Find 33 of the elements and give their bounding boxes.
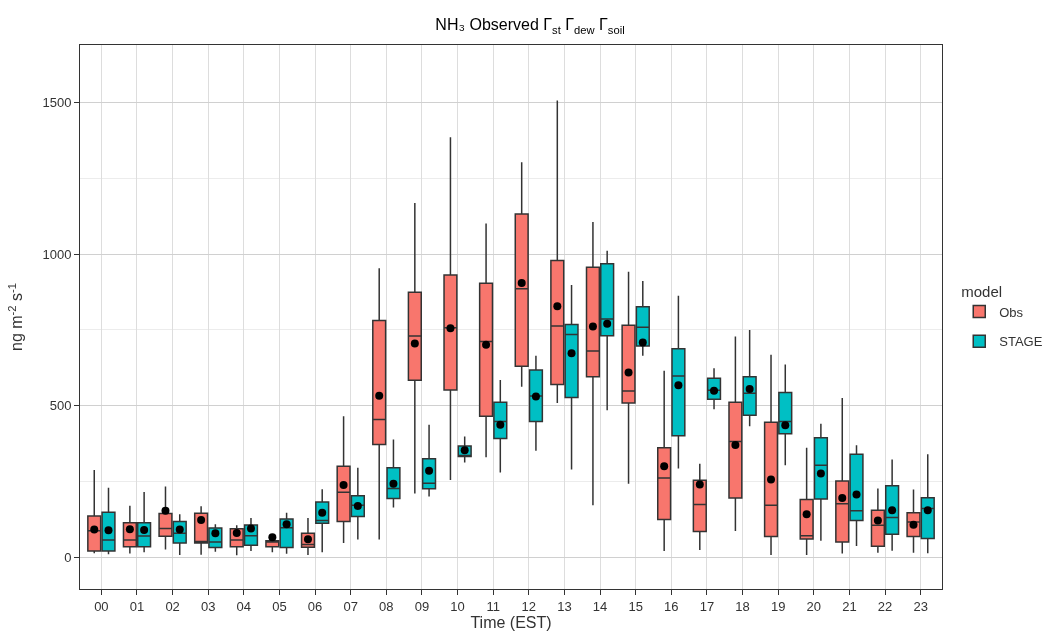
x-tick-label: 20 <box>806 598 821 614</box>
x-tick-label: 16 <box>664 598 679 614</box>
x-tick-label: 18 <box>735 598 750 614</box>
x-tick-label: 15 <box>628 598 643 614</box>
x-tick-label: 08 <box>379 598 394 614</box>
legend-label: Obs <box>999 304 1024 320</box>
x-tick-label: 23 <box>913 598 928 614</box>
x-tick-label: 17 <box>699 598 715 614</box>
x-tick-label: 09 <box>414 598 430 614</box>
y-tick-label: 500 <box>49 398 72 414</box>
y-tick-label: 1000 <box>42 246 72 262</box>
x-tick-label: 12 <box>521 598 537 614</box>
chart-title: NH₃ Observed Γ$_{st}$ Γ$_{dew}$ Γ$_{soil}$ <box>435 16 625 36</box>
x-tick-label: 05 <box>272 598 287 614</box>
legend-title: model <box>961 282 1003 300</box>
x-tick-label: 14 <box>592 598 608 614</box>
x-tick-label: 07 <box>343 598 358 614</box>
y-tick-label: 1500 <box>42 95 72 111</box>
x-tick-label: 11 <box>486 598 500 614</box>
legend-label: STAGE <box>999 334 1043 350</box>
x-tick-label: 21 <box>842 598 857 614</box>
x-tick-label: 22 <box>877 598 893 614</box>
x-tick-label: 04 <box>236 598 252 614</box>
x-tick-label: 19 <box>770 598 786 614</box>
x-tick-label: 13 <box>557 598 572 614</box>
y-tick-label: 0 <box>64 549 72 565</box>
x-tick-label: 06 <box>307 598 323 614</box>
x-tick-label: 03 <box>201 598 216 614</box>
x-tick-label: 01 <box>129 598 145 614</box>
x-tick-label: 00 <box>94 598 109 614</box>
x-tick-label: 10 <box>450 598 465 614</box>
x-axis-title: Time (EST) <box>470 614 552 632</box>
x-tick-label: 02 <box>165 598 180 614</box>
